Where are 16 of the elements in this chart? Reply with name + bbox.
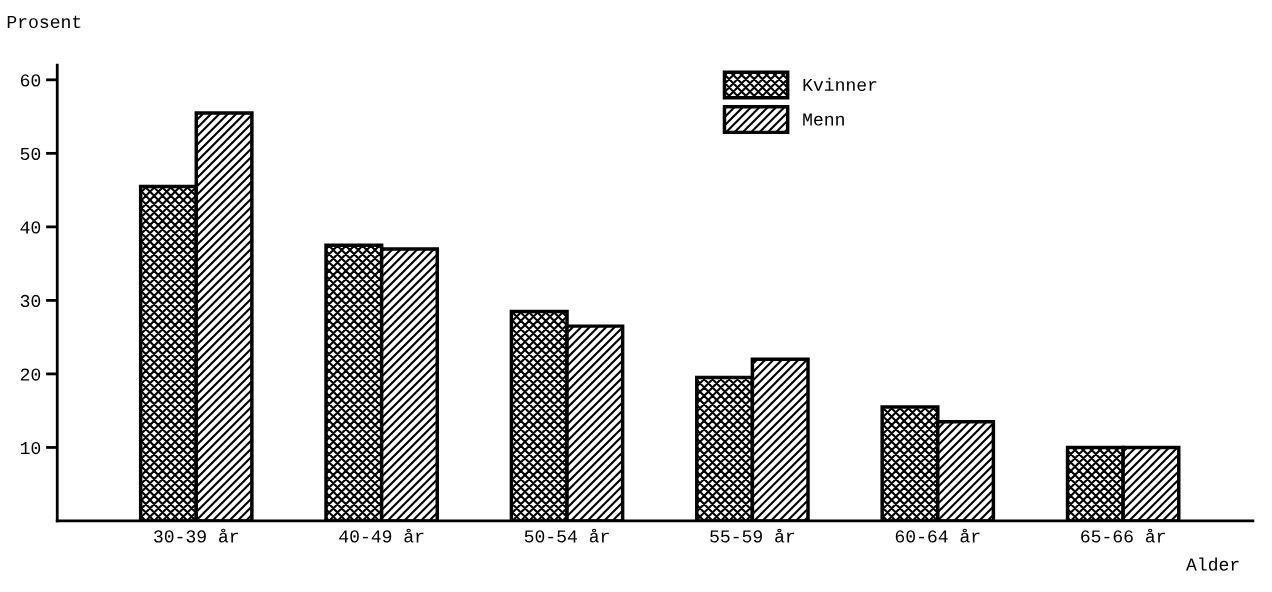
y-tick-label: 40	[20, 221, 41, 234]
y-tick-label: 10	[20, 441, 41, 455]
legend-label: Kvinner	[803, 77, 877, 92]
x-tick-label: 40-49 år	[339, 528, 424, 543]
legend-label: Menn	[803, 113, 844, 126]
y-tick-label: 20	[20, 368, 41, 381]
y-tick-label: 50	[20, 147, 41, 161]
x-axis-title: Alder	[1186, 557, 1239, 571]
x-tick-label: 30-39 år	[154, 528, 238, 543]
y-tick-label: 30	[20, 294, 41, 308]
x-tick-label: 60-64 år	[895, 528, 980, 543]
x-tick-label: 55-59 år	[710, 528, 795, 543]
y-axis-title: Prosent	[7, 15, 81, 29]
x-tick-label: 50-54 år	[524, 528, 609, 543]
x-tick-label: 65-66 år	[1081, 528, 1165, 543]
y-tick-label: 60	[20, 74, 41, 87]
